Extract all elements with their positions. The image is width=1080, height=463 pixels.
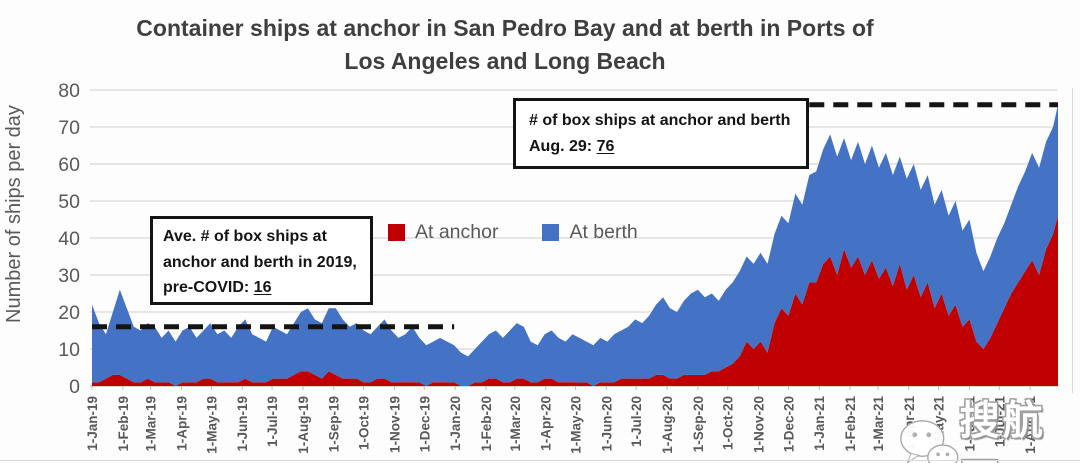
- legend: At anchor At berth: [388, 221, 638, 244]
- x-axis-label: 1-Jul-20: [629, 396, 644, 447]
- x-axis-label: 1-Mar-19: [144, 396, 159, 452]
- annotation-2019-text: Ave. # of box ships at anchor and berth …: [163, 228, 357, 296]
- x-axis-label: 1-Jun-20: [599, 396, 614, 452]
- chart-title: Container ships at anchor in San Pedro B…: [95, 12, 915, 78]
- x-axis-label: 1-Apr-20: [539, 396, 554, 451]
- y-axis-tick-label: 30: [58, 265, 80, 287]
- x-axis-label: 1-May-20: [568, 396, 583, 454]
- x-axis-label: 1-Jun-19: [235, 396, 250, 452]
- x-axis-label: 1-Feb-21: [843, 396, 858, 452]
- bottom-border-line: [0, 460, 1080, 461]
- y-axis-title: Number of ships per day: [3, 105, 25, 323]
- wechat-icon: [900, 420, 959, 463]
- y-axis-tick-label: 80: [58, 80, 80, 102]
- annotation-aug29: # of box ships at anchor and berth Aug. …: [513, 98, 809, 169]
- legend-item-at-berth: At berth: [542, 221, 638, 244]
- annotation-aug29-value: 76: [596, 137, 615, 155]
- x-axis-label: 1-Aug-19: [296, 396, 311, 454]
- legend-item-at-anchor: At anchor: [388, 221, 498, 244]
- y-axis-tick-label: 10: [58, 339, 80, 361]
- at-berth-swatch-icon: [542, 224, 560, 241]
- legend-label-at-anchor: At anchor: [415, 221, 499, 243]
- watermark: 搜航网: [898, 388, 1080, 463]
- x-axis-label: 1-Dec-20: [781, 396, 796, 452]
- at-anchor-swatch-icon: [388, 224, 405, 241]
- annotation-aug29-text: # of box ships at anchor and berth Aug. …: [529, 112, 791, 155]
- y-axis-tick-label: 50: [58, 191, 80, 213]
- y-axis-tick-label: 40: [58, 228, 80, 250]
- y-axis-tick-label: 70: [58, 117, 80, 139]
- x-axis-label: 1-Jun-21: [962, 396, 977, 452]
- y-axis-tick-label: 0: [69, 376, 80, 398]
- x-axis-label: 1-Aug-21: [1023, 396, 1038, 454]
- x-axis-label: 1-Nov-20: [752, 396, 767, 453]
- x-axis-label: 1-Jan-21: [812, 396, 827, 451]
- x-axis-label: 1-Nov-19: [387, 396, 402, 453]
- legend-label-at-berth: At berth: [569, 221, 638, 243]
- area-at-anchor: [92, 215, 1058, 386]
- plot-right-border-line: [1072, 88, 1073, 393]
- y-axis-tick-label: 60: [58, 154, 80, 176]
- area-at-berth: [92, 104, 1058, 387]
- x-axis-label: 1-Mar-20: [508, 396, 523, 452]
- y-axis-tick-label: 20: [58, 302, 80, 324]
- x-axis-label: 1-Sep-19: [327, 396, 342, 452]
- x-axis-label: 1-Apr-19: [175, 396, 190, 451]
- x-axis-label: 1-Aug-20: [660, 396, 675, 454]
- x-axis-label: 1-Jan-19: [85, 396, 100, 451]
- watermark-text: 搜航网: [959, 399, 1046, 463]
- chart-title-line1: Container ships at anchor in San Pedro B…: [136, 15, 874, 41]
- x-axis-label: 1-Oct-20: [721, 396, 736, 450]
- x-axis-label: 1-Sep-20: [691, 396, 706, 452]
- x-axis-label: 1-Jul-19: [265, 396, 280, 447]
- x-axis-label: 1-May-19: [204, 396, 219, 454]
- x-axis-label: 1-Jul-21: [992, 396, 1007, 448]
- annotation-2019-value: 16: [253, 279, 272, 296]
- x-axis-label: 1-Feb-19: [116, 396, 131, 452]
- x-axis-label: 1-Jan-20: [448, 396, 463, 451]
- x-axis-label: 1-Feb-20: [479, 396, 494, 452]
- x-axis-label: 1-Oct-19: [357, 396, 372, 450]
- x-axis-label: 1-Dec-19: [417, 396, 432, 452]
- x-axis-label: 1-Mar-21: [871, 396, 886, 452]
- chart-title-line2: Los Angeles and Long Beach: [344, 48, 666, 74]
- annotation-2019-average: Ave. # of box ships at anchor and berth …: [150, 216, 373, 305]
